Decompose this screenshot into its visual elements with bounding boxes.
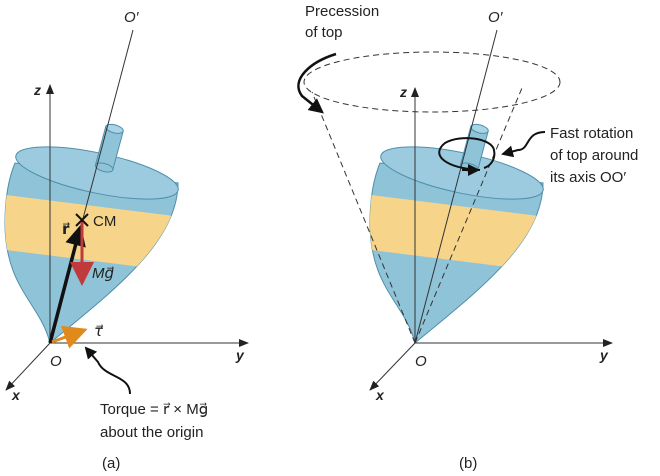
precession-arrow bbox=[297, 52, 337, 114]
panel-b: z y x O O′ Precession of top Fast rotati… bbox=[297, 3, 638, 472]
x-axis bbox=[5, 342, 51, 391]
precession-text-2: of top bbox=[305, 24, 343, 41]
torque-symbol: τ⃗ bbox=[94, 323, 104, 340]
origin-label: O bbox=[415, 353, 427, 370]
cone-left bbox=[311, 91, 416, 344]
weight-label: Mg⃗ bbox=[92, 265, 114, 282]
cone-right bbox=[414, 87, 523, 344]
x-axis bbox=[369, 342, 416, 391]
rotation-callout-arrow bbox=[501, 131, 546, 158]
rotation-text-3: its axis OO′ bbox=[550, 169, 626, 186]
axis-top-label: O′ bbox=[124, 9, 140, 26]
caption-b: (b) bbox=[459, 455, 477, 472]
cm-mark bbox=[75, 213, 89, 227]
top-axis-line bbox=[414, 29, 498, 344]
rotation-text-2: of top around bbox=[550, 147, 638, 164]
cm-label: CM bbox=[93, 213, 116, 230]
caption-a: (a) bbox=[102, 455, 120, 472]
spinning-top bbox=[0, 123, 190, 343]
spinning-top bbox=[355, 123, 555, 343]
torque-vector bbox=[51, 325, 88, 349]
torque-text: Torque = r⃗ × Mg⃗ bbox=[100, 401, 208, 418]
precession-circle bbox=[303, 51, 561, 113]
z-label: z bbox=[399, 84, 407, 100]
r-vector bbox=[48, 224, 86, 344]
r-label: r⃗ bbox=[62, 221, 70, 238]
y-label: y bbox=[599, 347, 609, 363]
x-label: x bbox=[375, 387, 385, 403]
precession-text: Precession bbox=[305, 3, 379, 20]
torque-callout-arrow bbox=[84, 346, 131, 395]
origin-label: O bbox=[50, 353, 62, 370]
axis-top-label: O′ bbox=[488, 9, 504, 26]
z-label: z bbox=[33, 82, 41, 98]
rotation-loop bbox=[438, 137, 496, 171]
x-label: x bbox=[11, 387, 21, 403]
rotation-text: Fast rotation bbox=[550, 125, 633, 142]
torque-text-2: about the origin bbox=[100, 424, 203, 441]
panel-a: z y x O O′ r⃗ CM Mg⃗ τ⃗ Torque = r⃗ × Mg… bbox=[0, 9, 249, 472]
y-label: y bbox=[235, 347, 245, 363]
